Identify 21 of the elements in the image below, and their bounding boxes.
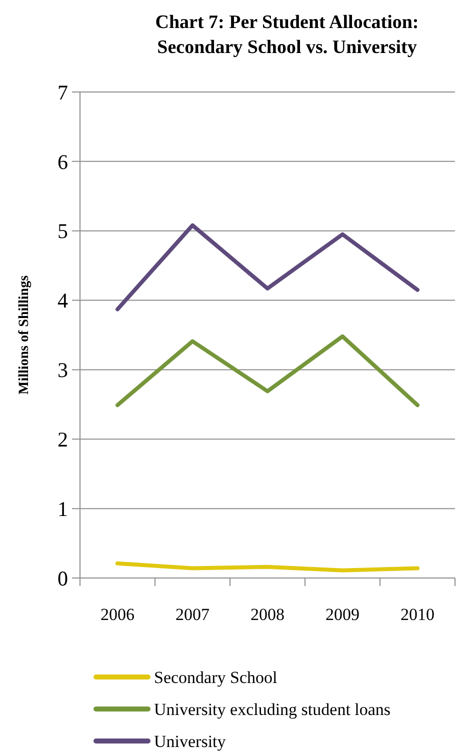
legend-label: University excluding student loans [154,700,391,719]
y-tick-label: 5 [58,219,68,244]
y-tick-label: 7 [58,80,68,104]
x-tick-label: 2006 [100,605,134,624]
y-tick-label: 2 [58,427,68,452]
legend-label: Secondary School [154,668,278,687]
x-tick-label: 2007 [176,605,210,624]
line-series [116,561,420,572]
y-tick-label: 0 [58,566,68,590]
x-tick-label: 2009 [326,605,360,624]
chart-title: Chart 7: Per Student Allocation: Secondary School vs. University [155,12,419,58]
y-tick-label: 4 [58,288,68,313]
legend-label: University [154,732,226,751]
y-axis-title: Millions of Shillings [17,274,32,395]
y-tick-label: 6 [58,150,68,174]
x-tick-label: 2010 [400,605,434,624]
line-series [116,334,420,408]
x-tick-label: 2008 [250,605,284,624]
line-series [116,223,420,312]
y-tick-label: 1 [58,496,68,521]
y-tick-label: 3 [58,358,68,382]
